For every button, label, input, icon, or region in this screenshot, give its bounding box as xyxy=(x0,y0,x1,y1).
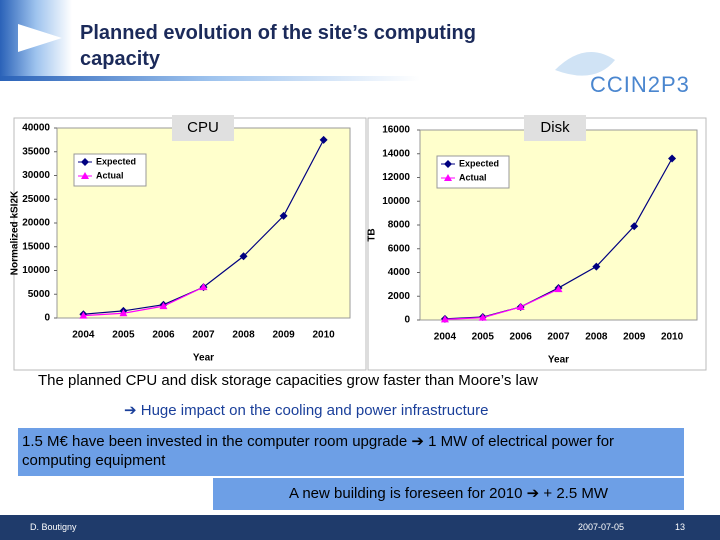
y-tick-label: 25000 xyxy=(22,194,50,205)
y-tick-label: 16000 xyxy=(382,125,410,136)
marker xyxy=(440,315,449,323)
legend-label: Actual xyxy=(459,172,487,182)
chart-title-box xyxy=(172,115,234,141)
y-tick-label: 20000 xyxy=(22,218,50,229)
x-tick-label: 2007 xyxy=(547,332,570,343)
footer-date: 2007-07-05 xyxy=(578,522,625,532)
y-tick-label: 0 xyxy=(44,313,50,324)
logo-swirl xyxy=(555,52,615,76)
x-axis-label: Year xyxy=(193,353,214,364)
y-tick-label: 10000 xyxy=(382,196,410,207)
marker xyxy=(239,252,248,261)
marker xyxy=(279,211,288,220)
x-tick-label: 2009 xyxy=(623,332,646,343)
y-tick-label: 14000 xyxy=(382,148,410,159)
marker xyxy=(444,174,452,181)
body-line: The planned CPU and disk storage capacit… xyxy=(38,372,538,389)
marker xyxy=(79,311,88,319)
legend-label: Expected xyxy=(459,158,499,168)
marker xyxy=(199,283,208,291)
slide-title: Planned evolution of the site’s computin… xyxy=(80,22,476,70)
x-axis-label: Year xyxy=(548,355,569,366)
y-tick-label: 0 xyxy=(404,315,410,326)
marker xyxy=(478,313,487,321)
legend-label: Expected xyxy=(96,156,136,166)
marker xyxy=(444,160,452,168)
x-tick-label: 2008 xyxy=(585,332,608,343)
y-tick-label: 30000 xyxy=(22,170,50,181)
y-tick-label: 12000 xyxy=(382,172,410,183)
y-tick-label: 2000 xyxy=(388,291,411,302)
marker xyxy=(630,222,639,231)
y-axis-label: TB xyxy=(367,228,378,241)
legend-label: Actual xyxy=(96,170,124,180)
highlight-box: 1.5 M€ have been invested in the compute… xyxy=(18,428,684,476)
chart-title: Disk xyxy=(540,119,570,136)
x-tick-label: 2008 xyxy=(232,330,255,341)
body-line: ➔ Huge impact on the cooling and power i… xyxy=(124,402,489,419)
footer-author: D. Boutigny xyxy=(30,522,77,532)
chart-title: CPU xyxy=(187,119,219,136)
x-tick-label: 2006 xyxy=(152,330,175,341)
series-line xyxy=(83,286,204,317)
y-tick-label: 5000 xyxy=(28,289,51,300)
y-tick-label: 40000 xyxy=(22,123,50,134)
marker xyxy=(119,309,128,317)
marker xyxy=(319,135,328,144)
x-tick-label: 2006 xyxy=(510,332,533,343)
footer-bar xyxy=(0,515,720,540)
y-tick-label: 35000 xyxy=(22,146,50,157)
logo: CCIN2P3 xyxy=(590,72,690,97)
y-tick-label: 8000 xyxy=(388,220,411,231)
x-tick-label: 2005 xyxy=(112,330,135,341)
header-rule xyxy=(0,76,420,81)
x-tick-label: 2005 xyxy=(472,332,495,343)
footer-page: 13 xyxy=(675,522,686,532)
marker xyxy=(554,285,563,293)
x-tick-label: 2007 xyxy=(192,330,215,341)
y-tick-label: 6000 xyxy=(388,243,411,254)
marker xyxy=(516,302,525,310)
y-tick-label: 15000 xyxy=(22,241,50,252)
header-arrow xyxy=(18,24,62,52)
x-tick-label: 2004 xyxy=(434,332,457,343)
legend-box xyxy=(436,155,510,189)
marker xyxy=(668,154,677,163)
series-line xyxy=(444,288,559,321)
y-tick-label: 4000 xyxy=(388,267,411,278)
chart-title-box xyxy=(524,115,586,141)
marker xyxy=(81,158,89,166)
y-tick-label: 10000 xyxy=(22,265,50,276)
marker xyxy=(159,302,168,310)
marker xyxy=(81,172,89,179)
y-axis-label: Normalized kSI2K xyxy=(10,190,21,275)
x-tick-label: 2004 xyxy=(72,330,95,341)
x-tick-label: 2010 xyxy=(313,330,336,341)
x-tick-label: 2009 xyxy=(272,330,295,341)
marker xyxy=(592,262,601,271)
x-tick-label: 2010 xyxy=(661,332,684,343)
highlight-box: A new building is foreseen for 2010 ➔ + … xyxy=(213,478,684,510)
